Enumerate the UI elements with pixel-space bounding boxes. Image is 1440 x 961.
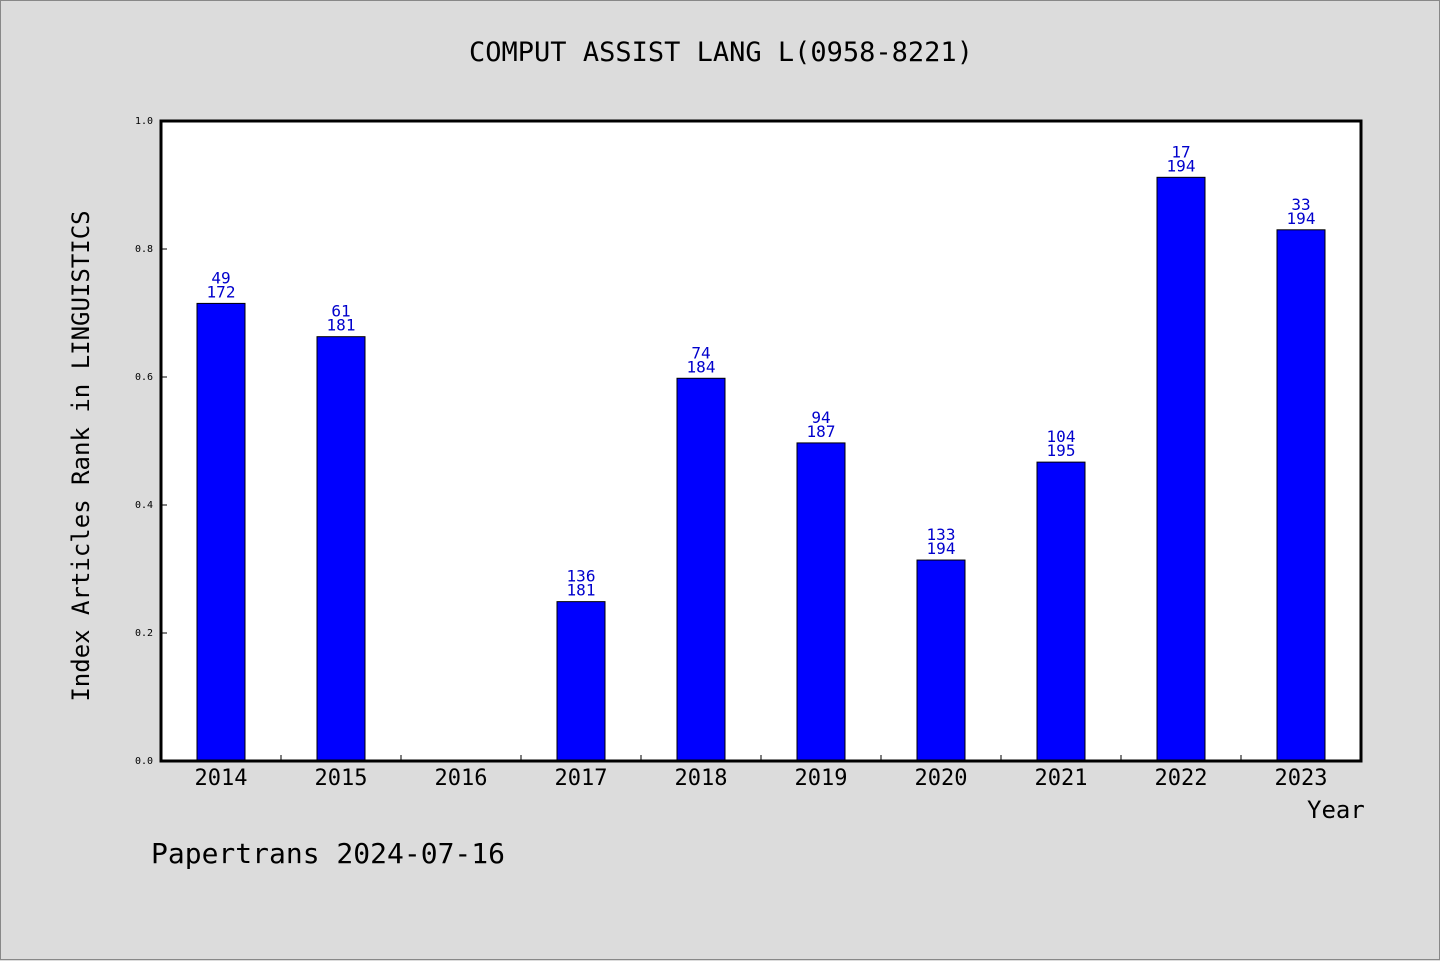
plot-frame [159,119,1363,763]
x-tick-label: 2014 [195,766,248,791]
bar-rank-label: 49 [211,268,230,287]
bar-total-label: 184 [687,357,716,376]
x-axis-label: Year [1307,796,1365,824]
bar [1276,229,1326,762]
bar-total-label: 181 [567,581,596,600]
x-tick-label: 2019 [795,766,848,791]
x-tick-label: 2020 [915,766,968,791]
bar-total-label: 194 [1287,209,1316,228]
x-tick-label: 2016 [435,766,488,791]
x-tick-label: 2021 [1035,766,1088,791]
bar [556,601,606,762]
y-tick-label: 0.6 [135,372,153,383]
bar-rank-label: 61 [331,302,350,321]
bar-total-label: 181 [327,316,356,335]
bar [1036,461,1086,762]
footer-text: Papertrans 2024-07-16 [151,837,506,870]
x-tick-label: 2022 [1155,766,1208,791]
bar-rank-label: 33 [1291,195,1310,214]
y-tick-label: 1.0 [135,116,153,127]
bar-rank-label: 136 [567,567,596,586]
y-tick-label: 0.8 [135,244,153,255]
bar [316,336,366,762]
bar-rank-label: 104 [1047,427,1076,446]
y-tick-label: 0.4 [135,500,153,511]
bar-rank-label: 74 [691,343,710,362]
y-tick-label: 0.0 [135,756,153,767]
chart-title: COMPUT ASSIST LANG L(0958-8221) [469,37,973,68]
bar [796,442,846,762]
bar-total-label: 195 [1047,441,1076,460]
bar [916,559,966,762]
x-tick-label: 2018 [675,766,728,791]
bar [196,302,246,762]
x-tick-label: 2015 [315,766,368,791]
bar [676,377,726,762]
x-tick-label: 2023 [1275,766,1328,791]
y-tick-label: 0.2 [135,628,153,639]
bar-rank-label: 17 [1171,142,1190,161]
bar [1156,176,1206,762]
x-tick-label: 2017 [555,766,608,791]
bar-total-label: 187 [807,422,836,441]
bar-total-label: 194 [927,539,956,558]
bar-rank-label: 94 [811,408,830,427]
bar-total-label: 194 [1167,156,1196,175]
bar-rank-label: 133 [927,525,956,544]
bar-total-label: 172 [207,282,236,301]
